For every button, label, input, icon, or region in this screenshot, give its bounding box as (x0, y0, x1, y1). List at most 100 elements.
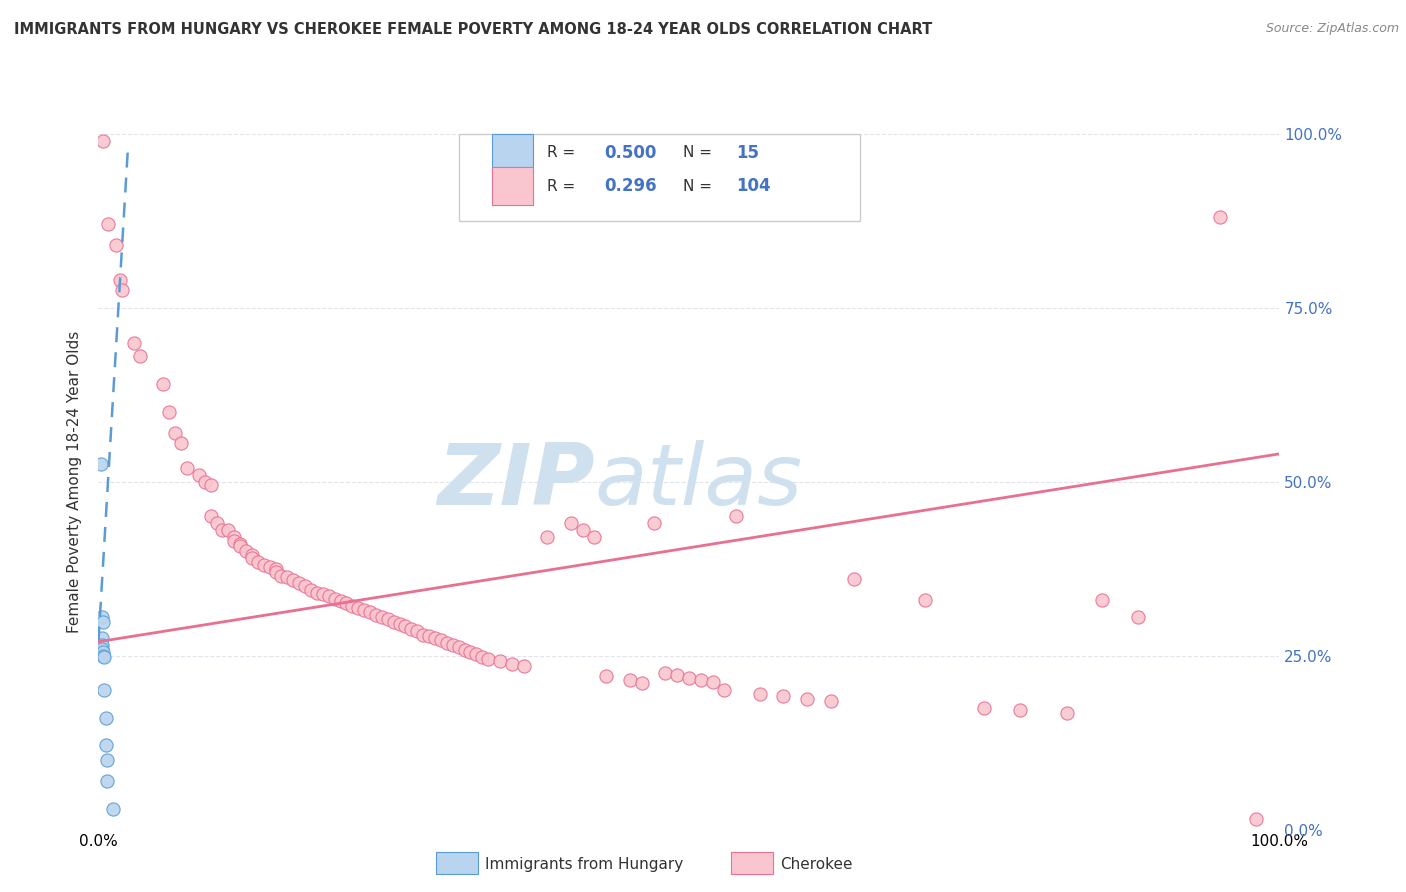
Point (264, 565, 287, 579)
Point (288, 575, 311, 590)
Point (1244, 812, 1267, 826)
Text: 104: 104 (737, 178, 770, 195)
Point (270, 568, 292, 582)
Point (441, 638, 464, 652)
Point (630, 676, 652, 690)
Point (1209, 211, 1232, 225)
Point (318, 590, 340, 604)
Point (122, 335, 145, 350)
FancyBboxPatch shape (492, 134, 533, 172)
Point (211, 524, 233, 538)
Point (217, 524, 239, 538)
Point (94, 738, 117, 752)
Text: ZIP: ZIP (437, 440, 595, 524)
Point (299, 582, 322, 597)
Point (200, 509, 222, 524)
Point (91, 638, 114, 652)
Point (772, 689, 794, 703)
Point (91, 632, 114, 646)
Point (353, 603, 375, 617)
Point (973, 701, 995, 715)
Point (264, 562, 287, 576)
Point (194, 475, 217, 489)
Point (93, 650, 115, 665)
Text: Source: ZipAtlas.com: Source: ZipAtlas.com (1265, 22, 1399, 36)
Point (283, 574, 305, 588)
Point (412, 628, 434, 642)
Text: Cherokee: Cherokee (780, 857, 853, 871)
Point (364, 608, 387, 623)
Point (312, 587, 335, 601)
Point (323, 591, 346, 606)
Point (820, 694, 842, 708)
Point (689, 673, 711, 687)
Point (401, 622, 423, 636)
Point (108, 273, 131, 287)
Point (347, 601, 370, 615)
Point (91, 645, 114, 659)
Point (560, 516, 582, 531)
Point (436, 636, 458, 650)
Point (512, 659, 534, 673)
Point (224, 533, 246, 548)
Point (702, 675, 724, 690)
Point (96, 773, 118, 788)
Point (430, 633, 453, 648)
Point (91, 641, 114, 656)
Point (259, 559, 281, 574)
Text: R =: R = (547, 178, 581, 194)
Point (91, 615, 114, 630)
Point (595, 669, 617, 683)
Point (377, 612, 399, 626)
Point (571, 524, 593, 538)
Text: R =: R = (547, 145, 581, 161)
Point (1056, 706, 1078, 720)
Text: N =: N = (683, 178, 717, 194)
Point (253, 558, 276, 573)
Point (619, 673, 641, 687)
Point (170, 436, 193, 450)
Point (1126, 610, 1149, 624)
Point (643, 516, 665, 531)
Point (1008, 703, 1031, 717)
Point (93, 683, 115, 698)
Text: 15: 15 (737, 144, 759, 162)
Text: atlas: atlas (595, 440, 803, 524)
Point (447, 640, 470, 655)
Point (152, 377, 174, 392)
Point (406, 624, 429, 639)
Point (713, 683, 735, 698)
Point (128, 350, 150, 364)
Point (418, 629, 440, 643)
Point (371, 610, 394, 624)
Point (101, 802, 124, 816)
Point (335, 596, 357, 610)
Point (678, 671, 700, 685)
Point (205, 516, 228, 531)
Point (111, 283, 134, 297)
Point (359, 606, 381, 620)
Point (477, 652, 499, 666)
Point (294, 579, 316, 593)
Point (97, 217, 120, 231)
Point (229, 539, 252, 553)
Point (305, 586, 328, 600)
Point (165, 425, 187, 440)
Point (453, 643, 475, 657)
Point (94, 711, 117, 725)
Point (725, 509, 748, 524)
Point (240, 548, 263, 562)
Point (96, 753, 118, 767)
Text: Immigrants from Hungary: Immigrants from Hungary (485, 857, 683, 871)
Point (748, 687, 770, 701)
Point (844, 572, 866, 586)
Text: IMMIGRANTS FROM HUNGARY VS CHEROKEE FEMALE POVERTY AMONG 18-24 YEAR OLDS CORRELA: IMMIGRANTS FROM HUNGARY VS CHEROKEE FEMA… (14, 22, 932, 37)
Point (229, 537, 252, 551)
Y-axis label: Female Poverty Among 18-24 Year Olds: Female Poverty Among 18-24 Year Olds (67, 331, 83, 632)
Point (489, 654, 512, 668)
Point (200, 478, 222, 492)
Point (388, 617, 411, 632)
Point (1091, 593, 1114, 607)
Point (329, 594, 352, 608)
Point (187, 467, 209, 482)
